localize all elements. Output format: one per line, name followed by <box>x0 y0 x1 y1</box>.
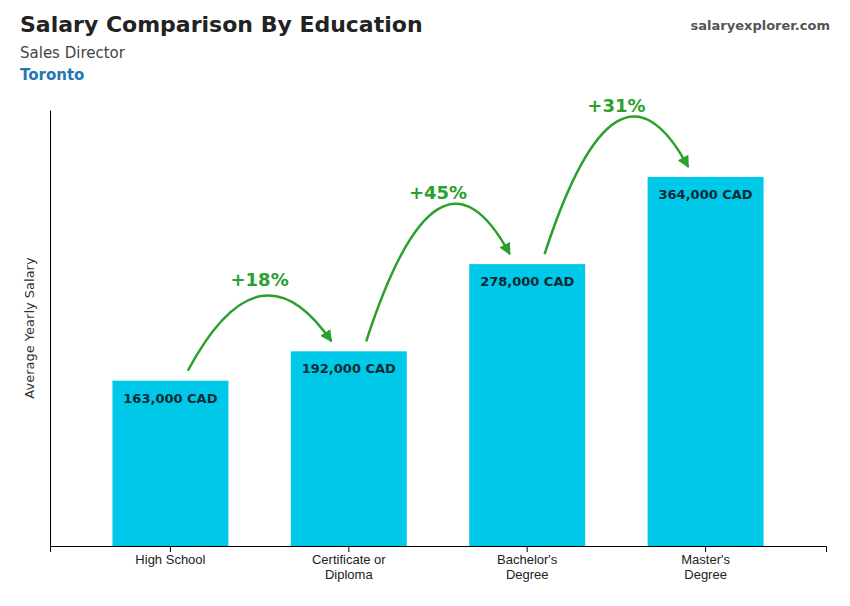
data-label: 364,000 CAD <box>659 187 753 202</box>
change-label: +18% <box>231 269 289 290</box>
source-note: salaryexplorer.com <box>691 18 830 33</box>
bars <box>112 177 763 546</box>
subtitle: Toronto <box>20 66 84 84</box>
x-tick-mark <box>705 546 706 552</box>
bar <box>112 381 228 546</box>
change-label: +31% <box>587 95 645 116</box>
x-tick-label-line: High School <box>135 552 205 567</box>
title: Salary Comparison By Education <box>20 12 423 37</box>
x-tick-label-line: Master's <box>681 552 730 567</box>
x-tick-label-line: Degree <box>684 567 727 582</box>
x-tick-label: Certificate orDiploma <box>312 552 386 582</box>
x-tick: High School <box>135 546 205 567</box>
data-label: 192,000 CAD <box>302 361 396 376</box>
x-tick-label-line: Degree <box>506 567 549 582</box>
x-tick-label: High School <box>135 552 205 567</box>
chart: Salary Comparison By Education Sales Dire… <box>0 0 850 606</box>
x-tick: Bachelor'sDegree <box>497 546 558 582</box>
y-axis-line <box>50 111 51 547</box>
change-arrow <box>545 117 689 255</box>
x-tick: Certificate orDiploma <box>312 546 386 582</box>
bar <box>291 351 407 546</box>
x-tick-label-line: Bachelor's <box>497 552 558 567</box>
x-tick-label: Bachelor'sDegree <box>497 552 558 582</box>
change-arrow <box>188 295 332 370</box>
y-axis-title: Average Yearly Salary <box>22 257 37 399</box>
change-label: +45% <box>409 182 467 203</box>
x-tick: Master'sDegree <box>681 546 730 582</box>
bar <box>469 264 585 546</box>
bar <box>648 177 764 546</box>
plot: High School Certificate orDiploma Bachelor… <box>51 95 827 582</box>
x-axis-line <box>51 547 827 553</box>
x-tick-label: Master'sDegree <box>681 552 730 582</box>
data-label: 163,000 CAD <box>123 391 217 406</box>
y-axis <box>50 111 51 547</box>
annotations: +18% +45% +31% <box>188 95 688 371</box>
x-tick-label-line: Certificate or <box>312 552 386 567</box>
x-tick-mark <box>170 546 171 552</box>
x-tick-mark <box>527 546 528 552</box>
x-tick-mark <box>348 546 349 552</box>
data-labels: 163,000 CAD 192,000 CAD 278,000 CAD 364,000… <box>123 187 753 406</box>
data-label: 278,000 CAD <box>480 274 574 289</box>
x-tick-label-line: Diploma <box>325 567 373 582</box>
subtitle: Sales Director <box>20 44 126 62</box>
change-arrow <box>366 204 510 342</box>
x-axis: High School Certificate orDiploma Bachelor… <box>51 546 827 582</box>
